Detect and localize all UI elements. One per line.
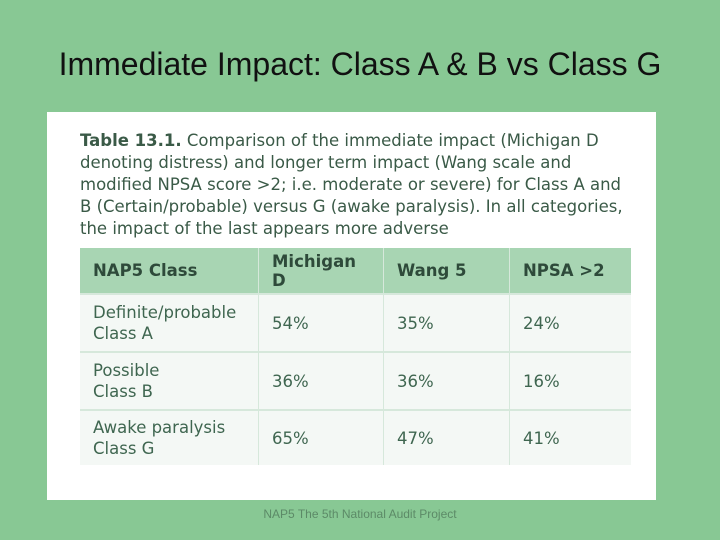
npsa-value: 16% <box>509 351 631 410</box>
table-row: Awake paralysis Class G 65% 47% 41% <box>80 409 631 465</box>
wang-5-value: 35% <box>383 293 510 352</box>
slide-footer: NAP5 The 5th National Audit Project <box>263 507 457 521</box>
header-nap5-class: NAP5 Class <box>80 248 259 294</box>
npsa-value: 41% <box>509 409 631 465</box>
caption-label: Table 13.1. <box>80 131 182 150</box>
michigan-d-value: 65% <box>258 409 384 465</box>
class-name: Awake paralysis <box>93 418 226 437</box>
class-letter: Class G <box>93 439 155 458</box>
class-letter: Class B <box>93 382 153 401</box>
table-figure: Table 13.1. Comparison of the immediate … <box>47 112 656 500</box>
caption-text: Comparison of the immediate impact (Mich… <box>80 131 623 238</box>
npsa-value: 24% <box>509 293 631 352</box>
comparison-table: NAP5 Class Michigan D Wang 5 NPSA >2 Def… <box>80 248 631 465</box>
header-michigan-d: Michigan D <box>258 248 384 294</box>
class-cell: Awake paralysis Class G <box>80 409 259 465</box>
slide-title: Immediate Impact: Class A & B vs Class G <box>58 46 662 82</box>
header-row: NAP5 Class Michigan D Wang 5 NPSA >2 <box>80 248 631 294</box>
michigan-d-value: 54% <box>258 293 384 352</box>
table-row: Possible Class B 36% 36% 16% <box>80 351 631 410</box>
class-cell: Definite/probable Class A <box>80 293 259 352</box>
class-name: Possible <box>93 361 160 380</box>
class-letter: Class A <box>93 324 153 343</box>
class-cell: Possible Class B <box>80 351 259 410</box>
table-caption: Table 13.1. Comparison of the immediate … <box>80 130 630 240</box>
header-wang-5: Wang 5 <box>383 248 510 294</box>
wang-5-value: 36% <box>383 351 510 410</box>
wang-5-value: 47% <box>383 409 510 465</box>
header-npsa: NPSA >2 <box>509 248 631 294</box>
michigan-d-value: 36% <box>258 351 384 410</box>
class-name: Definite/probable <box>93 303 237 322</box>
table-row: Definite/probable Class A 54% 35% 24% <box>80 293 631 352</box>
